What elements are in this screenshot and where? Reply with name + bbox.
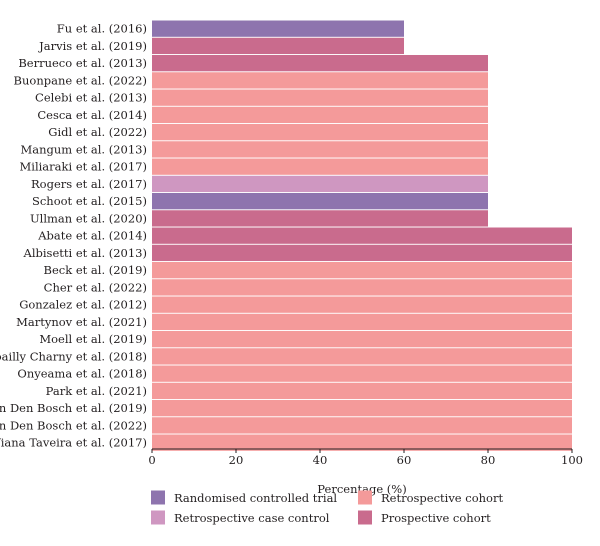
category-label: Buonpane et al. (2022) — [14, 73, 147, 87]
category-label: Gonzalez et al. (2012) — [19, 298, 147, 312]
bar — [152, 348, 572, 365]
category-label: Cesca et al. (2014) — [37, 108, 147, 122]
category-label: Jarvis et al. (2019) — [38, 39, 147, 53]
category-label: Moell et al. (2019) — [39, 332, 147, 346]
bar — [152, 175, 488, 193]
category-label: Van Den Bosch et al. (2019) — [0, 401, 147, 415]
category-label: Park et al. (2021) — [46, 384, 147, 398]
legend-label: Prospective cohort — [381, 511, 491, 525]
category-label: Martynov et al. (2021) — [16, 315, 147, 329]
bar — [152, 141, 488, 158]
category-label: Mangum et al. (2013) — [20, 142, 147, 156]
x-tick-label: 60 — [397, 453, 412, 467]
category-label: Celebi et al. (2013) — [35, 91, 147, 105]
bar — [152, 365, 572, 382]
category-label: Albisetti et al. (2013) — [23, 246, 147, 260]
category-label: Cher et al. (2022) — [44, 280, 147, 294]
bars-group — [152, 20, 572, 451]
category-label: Onyeama et al. (2018) — [17, 367, 147, 381]
category-label: Rogers et al. (2017) — [31, 177, 147, 191]
category-labels: Fu et al. (2016) Jarvis et al. (2019) Berr… — [0, 22, 147, 450]
category-label: Fu et al. (2016) — [57, 22, 147, 36]
bar — [152, 313, 572, 331]
bar — [152, 434, 572, 451]
bar — [152, 89, 488, 106]
bar — [152, 37, 404, 55]
bar — [152, 20, 404, 37]
bar — [152, 210, 488, 227]
x-tick-label: 100 — [561, 453, 583, 467]
bar — [152, 193, 488, 210]
bar — [152, 417, 572, 434]
category-label: Van Den Bosch et al. (2022) — [0, 418, 147, 432]
legend-label: Retrospective cohort — [381, 491, 503, 505]
bar — [152, 262, 572, 279]
bar — [152, 227, 572, 244]
x-axis-ticks: 0 20 40 60 80 100 — [148, 449, 583, 467]
x-tick-label: 80 — [481, 453, 496, 467]
category-label: Beck et al. (2019) — [44, 263, 148, 277]
category-label: Gidl et al. (2022) — [48, 125, 147, 139]
legend-swatch — [358, 490, 372, 505]
legend-label: Randomised controlled trial — [174, 491, 337, 505]
category-label: Noailly Charny et al. (2018) — [0, 349, 147, 363]
x-tick-label: 20 — [229, 453, 244, 467]
x-tick-label: 40 — [313, 453, 328, 467]
bar — [152, 124, 488, 141]
legend-swatch — [151, 490, 165, 505]
x-axis-title: Percentage (%) — [317, 482, 406, 496]
bar — [152, 55, 488, 72]
bar — [152, 158, 488, 175]
bar — [152, 72, 488, 89]
bar — [152, 400, 572, 417]
legend: Randomised controlled trial Retrospective… — [151, 490, 503, 525]
bar — [152, 382, 572, 400]
bar — [152, 296, 572, 313]
category-label: Schoot et al. (2015) — [32, 194, 147, 208]
bar — [152, 106, 488, 124]
category-label: Berrueco et al. (2013) — [18, 56, 147, 70]
legend-label: Retrospective case control — [174, 511, 330, 525]
legend-swatch — [151, 510, 165, 525]
bar — [152, 244, 572, 262]
x-tick-label: 0 — [148, 453, 155, 467]
category-label: Miliaraki et al. (2017) — [20, 160, 148, 174]
bar — [152, 279, 572, 296]
legend-swatch — [358, 510, 372, 525]
category-label: Ullman et al. (2020) — [30, 211, 147, 225]
bar — [152, 331, 572, 348]
category-label: Viana Taveira et al. (2017) — [0, 436, 147, 450]
category-label: Abate et al. (2014) — [37, 229, 147, 243]
